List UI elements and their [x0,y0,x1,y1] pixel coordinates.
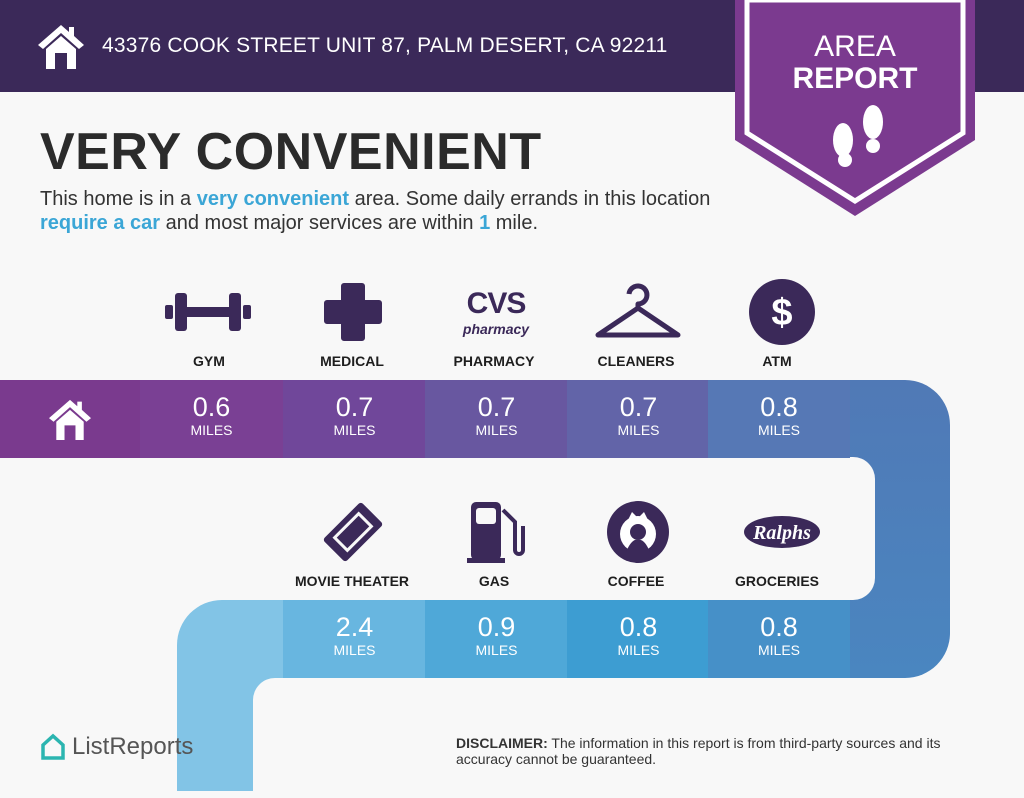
distance-cell: 0.8 MILES [708,380,850,458]
dumbbell-icon [137,277,279,347]
home-icon [49,399,91,440]
amenity-label: GYM [193,353,225,369]
distance-cell: 0.7 MILES [283,380,426,458]
distance-cell: 0.6 MILES [140,380,283,458]
distance-cell: 0.7 MILES [425,380,568,458]
distance-unit: MILES [475,642,518,658]
distance-value: 0.8 [760,612,798,642]
distance-value: 0.9 [477,612,516,642]
distance-cell: 2.4 MILES [283,600,426,678]
page-title: VERY CONVENIENT [40,123,542,181]
distance-value: 0.8 [619,612,658,642]
amenity-label: GROCERIES [734,573,819,589]
distance-unit: MILES [617,422,660,438]
amenity-label: PHARMACY [453,353,535,369]
disclaimer: DISCLAIMER: The information in this repo… [456,735,941,767]
amenity-label: CLEANERS [597,353,675,369]
medical-cross-icon [282,277,424,347]
path-gap [253,678,1024,798]
distance-unit: MILES [757,642,800,658]
hanger-icon [567,277,709,347]
distance-unit: MILES [475,422,518,438]
svg-text:Ralphs: Ralphs [752,522,811,544]
distance-unit: MILES [190,422,233,438]
home-cell [0,380,140,458]
distance-cell: 0.9 MILES [425,600,568,678]
gas-pump-icon [425,497,567,567]
amenity-label: ATM [762,353,792,369]
distance-cell: 0.7 MILES [567,380,710,458]
distance-value: 0.7 [619,392,658,422]
amenity-label: COFFEE [607,573,665,589]
badge-text: AREA REPORT [792,30,918,95]
distance-value: 2.4 [335,612,374,642]
summary-description: This home is in a very convenient area. … [40,188,711,234]
area-report-badge [735,0,975,216]
cvs-pharmacy-logo: CVS pharmacy [462,287,530,337]
distance-value: 0.7 [335,392,374,422]
amenity-label: MOVIE THEATER [294,573,410,589]
distance-value: 0.7 [477,392,516,422]
distance-unit: MILES [333,642,376,658]
property-address: 43376 COOK STREET UNIT 87, PALM DESERT, … [102,34,668,57]
amenity-label: GAS [478,573,510,589]
home-icon [38,25,84,69]
dollar-icon: $ [711,277,853,347]
distance-value: 0.8 [760,392,798,422]
distance-cell: 0.8 MILES [708,600,850,678]
amenity-label: MEDICAL [320,353,384,369]
footprints-icon [833,105,883,167]
distance-value: 0.6 [192,392,231,422]
ticket-icon [282,497,424,567]
listreports-logo: ListReports [40,733,193,761]
ralphs-logo: Ralphs [711,497,853,567]
distance-cell: 0.8 MILES [567,600,710,678]
svg-text:$: $ [771,292,792,334]
distance-unit: MILES [757,422,800,438]
distance-unit: MILES [617,642,660,658]
distance-unit: MILES [333,422,376,438]
starbucks-logo [567,497,709,567]
